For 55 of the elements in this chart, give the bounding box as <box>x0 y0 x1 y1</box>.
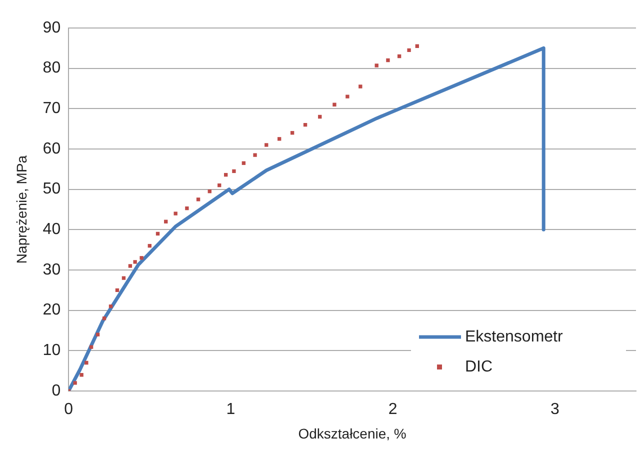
point <box>358 84 362 88</box>
y-tick-label: 40 <box>42 221 61 238</box>
y-tick-label: 0 <box>52 382 61 400</box>
point <box>386 58 390 62</box>
point <box>224 172 228 177</box>
point <box>156 232 160 236</box>
point <box>80 373 84 377</box>
y-tick-label: 90 <box>42 19 61 36</box>
point <box>242 161 246 165</box>
point <box>278 137 282 141</box>
point <box>318 114 322 119</box>
point <box>397 54 402 58</box>
point <box>133 260 137 264</box>
point <box>96 332 100 336</box>
point <box>164 220 168 224</box>
point <box>115 288 120 292</box>
point <box>89 345 94 349</box>
point <box>218 183 222 188</box>
point <box>346 94 350 98</box>
point <box>374 64 378 68</box>
point <box>140 256 144 260</box>
x-tick-label: 3 <box>550 401 560 418</box>
y-tick-label: 10 <box>42 342 61 360</box>
x-tick-label: 2 <box>388 401 398 418</box>
y-tick-label: 50 <box>42 180 61 198</box>
point <box>185 206 189 210</box>
y-tick-label: 30 <box>42 261 61 278</box>
point <box>407 48 411 52</box>
point <box>108 304 113 308</box>
y-axis-title: Naprężenie, MPa <box>13 155 30 264</box>
point <box>232 169 236 174</box>
x-axis-title: Odkształcenie, % <box>298 425 406 442</box>
point <box>264 143 268 147</box>
y-tick-label: 20 <box>42 302 61 319</box>
point <box>196 198 200 202</box>
point <box>102 316 106 320</box>
point <box>148 244 152 248</box>
x-tick-label: 0 <box>64 401 74 418</box>
point <box>73 381 77 385</box>
point <box>253 153 257 157</box>
y-tick-label: 80 <box>42 60 61 77</box>
point <box>332 102 336 106</box>
point <box>208 190 212 194</box>
x-tick-label: 1 <box>226 401 236 418</box>
point <box>415 44 419 48</box>
legend-label: DIC <box>465 358 493 376</box>
y-tick-label: 70 <box>42 100 61 118</box>
point <box>174 212 178 216</box>
point <box>303 122 308 127</box>
point <box>84 360 88 365</box>
point <box>122 276 126 280</box>
point <box>290 131 294 135</box>
y-tick-label: 60 <box>42 140 61 158</box>
point <box>128 264 132 268</box>
legend-label: Ekstensometr <box>465 328 564 346</box>
